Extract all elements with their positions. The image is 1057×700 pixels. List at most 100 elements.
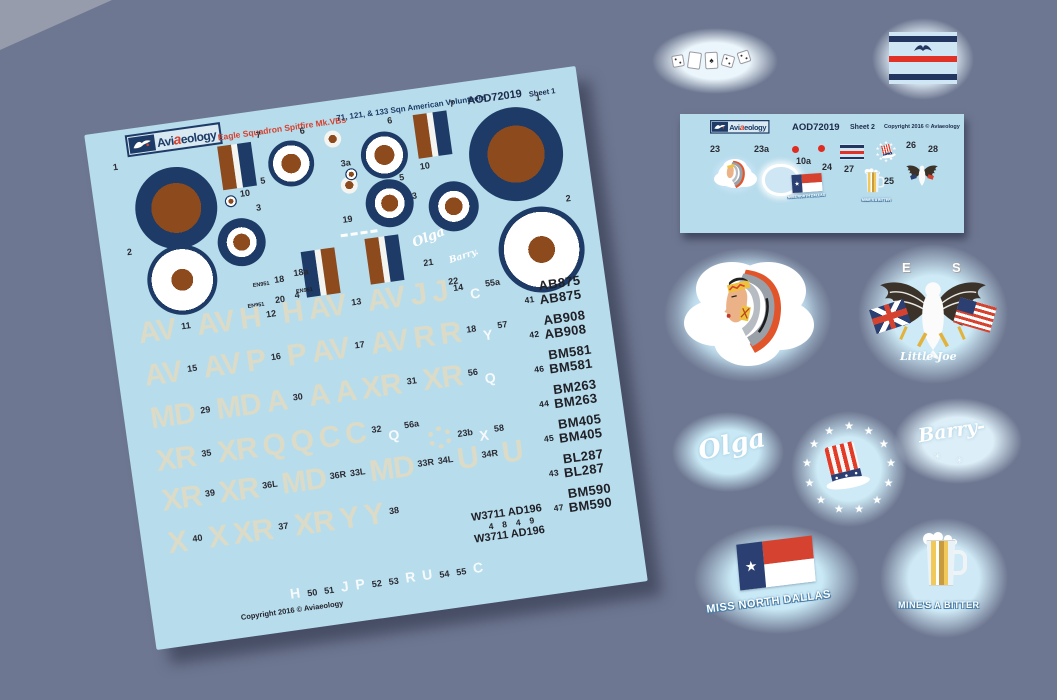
code-letter: R xyxy=(437,315,463,352)
red-dot-decal xyxy=(792,146,799,153)
code-letter: A xyxy=(306,377,332,414)
marker-number: 13 xyxy=(350,296,362,308)
code-letter: AV xyxy=(201,346,243,385)
brand-post: eology xyxy=(744,123,767,132)
marker-number: 56 xyxy=(467,366,479,378)
marker-number: 40 xyxy=(191,532,204,544)
marker-number: 25 xyxy=(884,176,895,186)
marker-number: 18 xyxy=(465,323,477,335)
texas-flag-mini: ★ xyxy=(791,172,823,194)
code-letter: MD xyxy=(214,387,263,427)
code-letter: A xyxy=(332,373,359,410)
star-icon: ★ xyxy=(802,457,812,470)
olga-script: Olga xyxy=(695,423,768,467)
code-letter: MD xyxy=(367,449,417,489)
code-row: H 50 51 J P 52 53 R U 54 55 C xyxy=(289,559,484,602)
marker-number: 16 xyxy=(270,350,282,363)
eagle-silhouette-icon xyxy=(914,45,932,51)
flag-white-stripe xyxy=(763,558,816,588)
code-letter: P xyxy=(244,343,268,379)
code-letter: XR xyxy=(231,512,275,552)
marker-number: 51 xyxy=(323,584,335,597)
code-letter: H xyxy=(279,294,305,331)
sheet2-product-code: AOD72019 xyxy=(792,122,840,133)
kill-marking-icon: ✳ xyxy=(956,456,963,465)
die-icon xyxy=(736,48,752,65)
star-icon: ★ xyxy=(883,157,889,163)
serial-pair: BM590 47 BM590 xyxy=(551,478,636,518)
star-icon: ★ xyxy=(875,151,880,157)
brand-text: Aviaeology xyxy=(729,122,766,132)
code-letter: J xyxy=(408,277,429,313)
bird-icon xyxy=(128,134,157,154)
star-icon: ★ xyxy=(804,477,815,490)
mug-handle xyxy=(953,550,967,575)
brand-pre: Avi xyxy=(729,123,740,132)
mini-dallas-caption: MISS NORTH DALLAS xyxy=(787,192,826,200)
dice-cards-decal: ♠ xyxy=(652,28,778,94)
star-icon: ★ xyxy=(889,155,894,161)
little-joe-script: Little Joe xyxy=(900,350,957,363)
code-letter: J xyxy=(429,274,450,310)
code-letter: U xyxy=(499,434,525,470)
star-icon: ★ xyxy=(833,503,844,516)
marker-number: 45 xyxy=(543,432,555,444)
marker-number: 24 xyxy=(822,162,833,172)
code-letter: AV xyxy=(368,323,411,362)
marker-number: 32 xyxy=(370,423,383,435)
indian-head-decal xyxy=(664,248,832,382)
indian-head-icon xyxy=(724,269,782,353)
code-letter: XR xyxy=(216,471,261,510)
star-icon: ★ xyxy=(794,181,801,188)
serial-pair: AB908 42 AB908 xyxy=(527,305,612,345)
playing-card-spade-icon: ♠ xyxy=(704,51,719,70)
star-icon: ★ xyxy=(889,141,894,147)
beer-mug-icon xyxy=(923,533,967,586)
marker-number: 47 xyxy=(553,501,565,514)
emblem-letter-s: S xyxy=(952,260,961,275)
decal-sheet-2: Aviaeology AOD72019 Sheet 2 Copyright 20… xyxy=(680,114,964,233)
eagle-squadron-decal: E S Little Joe xyxy=(858,244,1008,384)
sheet2-label: Sheet 2 xyxy=(850,124,875,131)
code-letter: XR xyxy=(154,439,198,479)
eagle-banner-decal xyxy=(872,18,974,100)
star-icon: ★ xyxy=(883,139,889,145)
background-light-wedge xyxy=(0,0,112,50)
marker-number: 55a xyxy=(484,276,501,289)
red-stripe xyxy=(889,56,957,62)
serial-pair: BL287 43 BL287 xyxy=(546,443,631,483)
marker-number: 56a xyxy=(403,418,420,431)
navy-stripe xyxy=(889,36,957,42)
white-code-letter: C xyxy=(469,284,482,302)
code-letter: XR xyxy=(292,504,337,543)
flag-star-field: ★ xyxy=(791,174,803,194)
star-icon: ★ xyxy=(875,146,880,152)
marker-number: 44 xyxy=(538,398,550,410)
bitter-caption: MINE'S A BITTER xyxy=(898,600,980,610)
foam xyxy=(864,168,871,175)
cloud-shape xyxy=(718,160,752,189)
marker-number: 34R xyxy=(480,447,499,460)
code-letter: AV xyxy=(306,288,348,327)
star-icon: ★ xyxy=(824,425,835,438)
star-icon: ★ xyxy=(878,155,883,161)
brand-accent: a xyxy=(739,121,745,132)
code-letter: Q xyxy=(288,423,316,460)
code-letter: XR xyxy=(215,431,260,470)
marker-number: 15 xyxy=(186,362,198,374)
white-code-letter: X xyxy=(478,426,490,444)
marker-number: 31 xyxy=(406,375,418,387)
star-icon: ★ xyxy=(809,438,820,451)
star-icon: ★ xyxy=(863,425,874,438)
emblem-letter-e: E xyxy=(902,260,911,275)
decal-sheet-1: Aviaeology Eagle Squadron Spitfire Mk.VB… xyxy=(84,66,648,650)
barry-script: Barry- xyxy=(916,414,987,448)
marker-number: 52 xyxy=(371,578,383,590)
code-letter: X xyxy=(206,519,230,555)
texas-flag: ★ xyxy=(736,535,816,591)
serial-pair: BM581 46 BM581 xyxy=(532,339,617,379)
die-icon xyxy=(671,53,685,68)
flag-white-stripe xyxy=(802,181,823,193)
star-icon: ★ xyxy=(885,457,896,470)
code-letter: U xyxy=(455,440,481,477)
